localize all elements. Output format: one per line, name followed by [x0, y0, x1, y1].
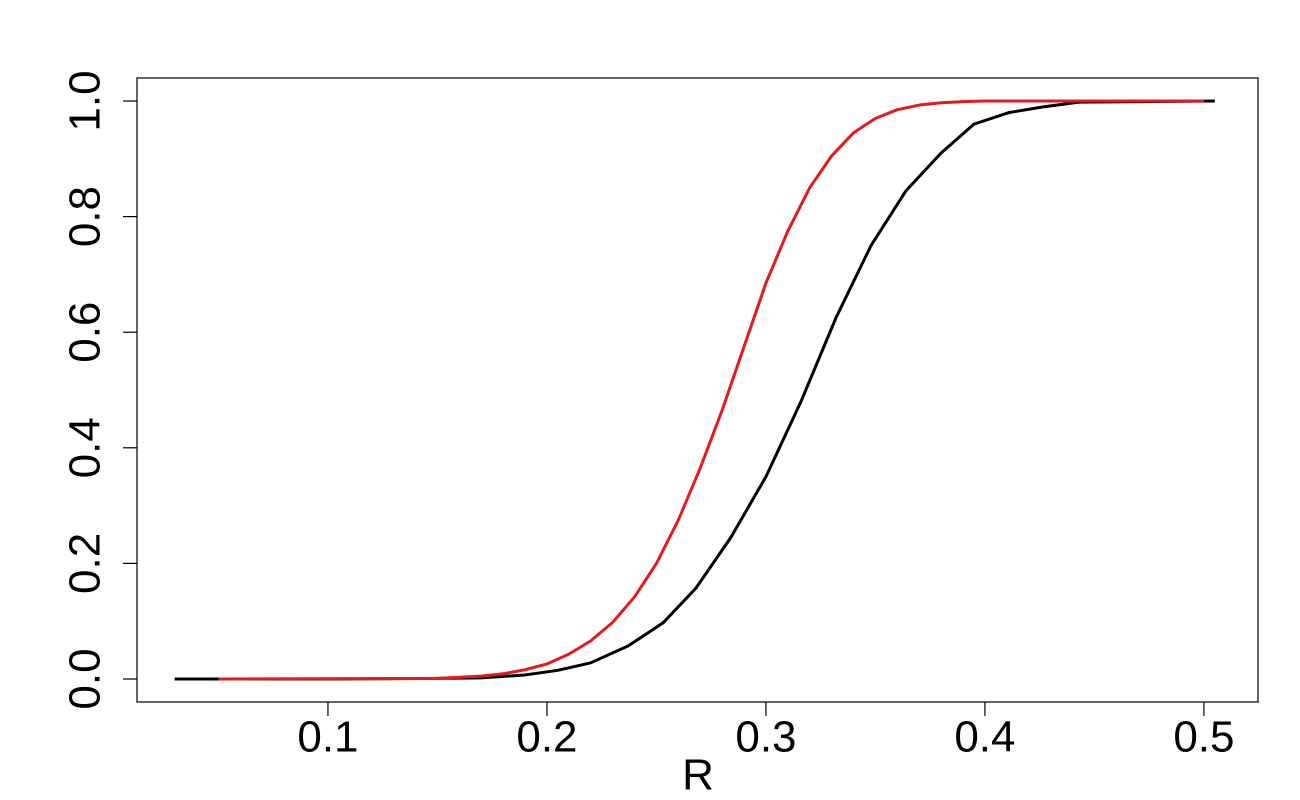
- y-tick-label: 1.0: [61, 70, 110, 131]
- plot-frame: [136, 77, 1259, 703]
- line-series: [218, 99, 1204, 681]
- y-tick-label: 0.0: [61, 648, 110, 709]
- y-tick-label: 0.4: [61, 417, 110, 478]
- x-tick-label: 0.3: [735, 713, 796, 762]
- x-tick-label: 0.1: [297, 713, 358, 762]
- y-tick-label: 0.8: [61, 186, 110, 247]
- x-axis-label: R: [682, 751, 714, 800]
- x-tick-label: 0.5: [1173, 713, 1234, 762]
- y-tick-label: 0.2: [61, 533, 110, 594]
- x-tick-label: 0.2: [516, 713, 577, 762]
- y-tick-label: 0.6: [61, 302, 110, 363]
- line-series: [174, 99, 1215, 681]
- x-tick-label: 0.4: [954, 713, 1015, 762]
